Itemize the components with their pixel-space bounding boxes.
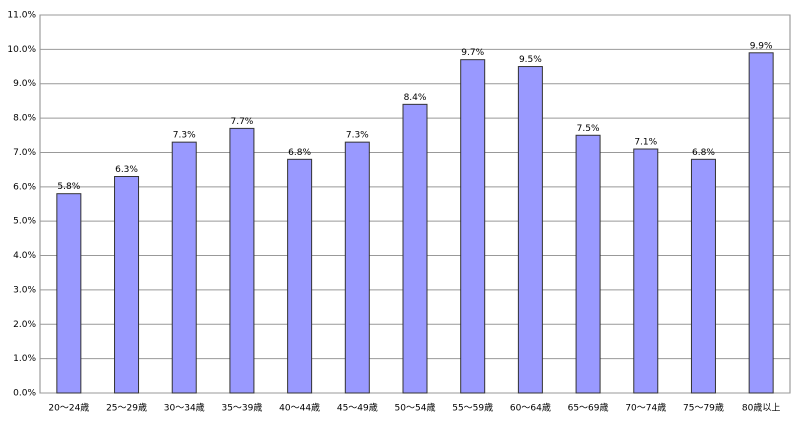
y-tick-label: 11.0% [7, 11, 36, 21]
x-tick-label: 55～59歳 [452, 402, 493, 414]
x-tick-label: 30～34歳 [164, 402, 205, 414]
bar [460, 59, 486, 394]
bar [575, 134, 601, 394]
bar [517, 66, 543, 394]
bar [402, 103, 428, 394]
data-label: 8.4% [404, 93, 427, 103]
data-label: 9.7% [461, 48, 484, 58]
data-label: 9.9% [750, 41, 773, 51]
y-tick-label: 2.0% [13, 320, 36, 330]
x-tick-label: 25～29歳 [106, 402, 147, 414]
y-tick-label: 8.0% [13, 114, 36, 124]
x-tick-label: 60～64歳 [510, 402, 551, 414]
y-tick-label: 4.0% [13, 251, 36, 261]
data-label: 7.3% [173, 131, 196, 141]
x-tick-label: 50～54歳 [395, 402, 436, 414]
x-tick-label: 75～79歳 [683, 402, 724, 414]
y-tick-label: 0.0% [13, 389, 36, 399]
x-tick-label: 70～74歳 [625, 402, 666, 414]
y-tick-label: 3.0% [13, 285, 36, 295]
x-tick-label: 65～69歳 [568, 402, 609, 414]
y-tick-label: 9.0% [13, 79, 36, 89]
bar [344, 141, 370, 394]
bar [690, 158, 716, 394]
data-label: 6.8% [288, 148, 311, 158]
bar [287, 158, 313, 394]
data-label: 5.8% [57, 182, 80, 192]
y-tick-label: 10.0% [7, 45, 36, 55]
data-label: 6.3% [115, 165, 138, 175]
x-tick-label: 45～49歳 [337, 402, 378, 414]
x-tick-label: 80歳以上 [742, 402, 780, 414]
data-label: 9.5% [519, 55, 542, 65]
data-label: 7.1% [634, 138, 657, 148]
x-tick-label: 20～24歳 [48, 402, 89, 414]
bar [633, 148, 659, 394]
bar [56, 193, 82, 394]
bar [229, 127, 255, 394]
y-tick-label: 7.0% [13, 148, 36, 158]
y-tick-label: 1.0% [13, 354, 36, 364]
y-tick-label: 5.0% [13, 217, 36, 227]
data-label: 7.5% [577, 124, 600, 134]
x-tick-label: 40～44歳 [279, 402, 320, 414]
data-label: 7.3% [346, 131, 369, 141]
bar [748, 52, 774, 394]
data-label: 6.8% [692, 148, 715, 158]
y-tick-label: 6.0% [13, 182, 36, 192]
x-tick-label: 35～39歳 [221, 402, 262, 414]
bar [171, 141, 197, 394]
data-label: 7.7% [230, 117, 253, 127]
bar [114, 176, 140, 394]
